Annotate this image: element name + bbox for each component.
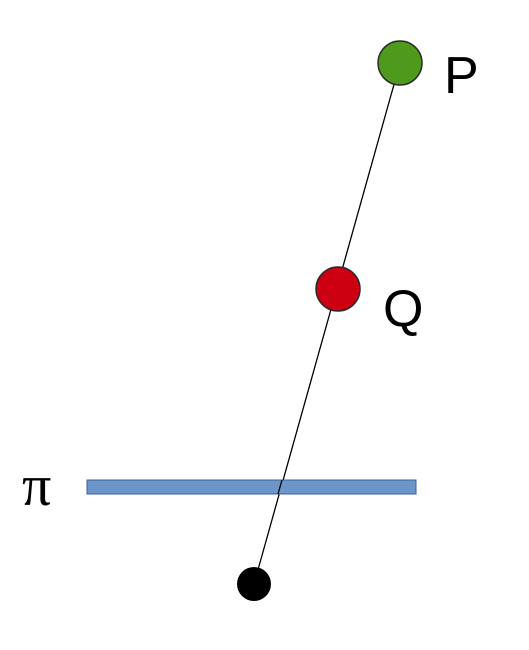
projection-center-point bbox=[237, 567, 271, 601]
label-plane-pi: π bbox=[22, 453, 51, 518]
label-q: Q bbox=[383, 280, 423, 338]
point-p bbox=[377, 40, 423, 86]
projection-line-over-plane bbox=[277, 479, 283, 495]
label-p: P bbox=[444, 47, 479, 105]
point-q bbox=[315, 266, 361, 312]
plane-pi bbox=[86, 479, 417, 495]
projection-line bbox=[253, 62, 401, 585]
